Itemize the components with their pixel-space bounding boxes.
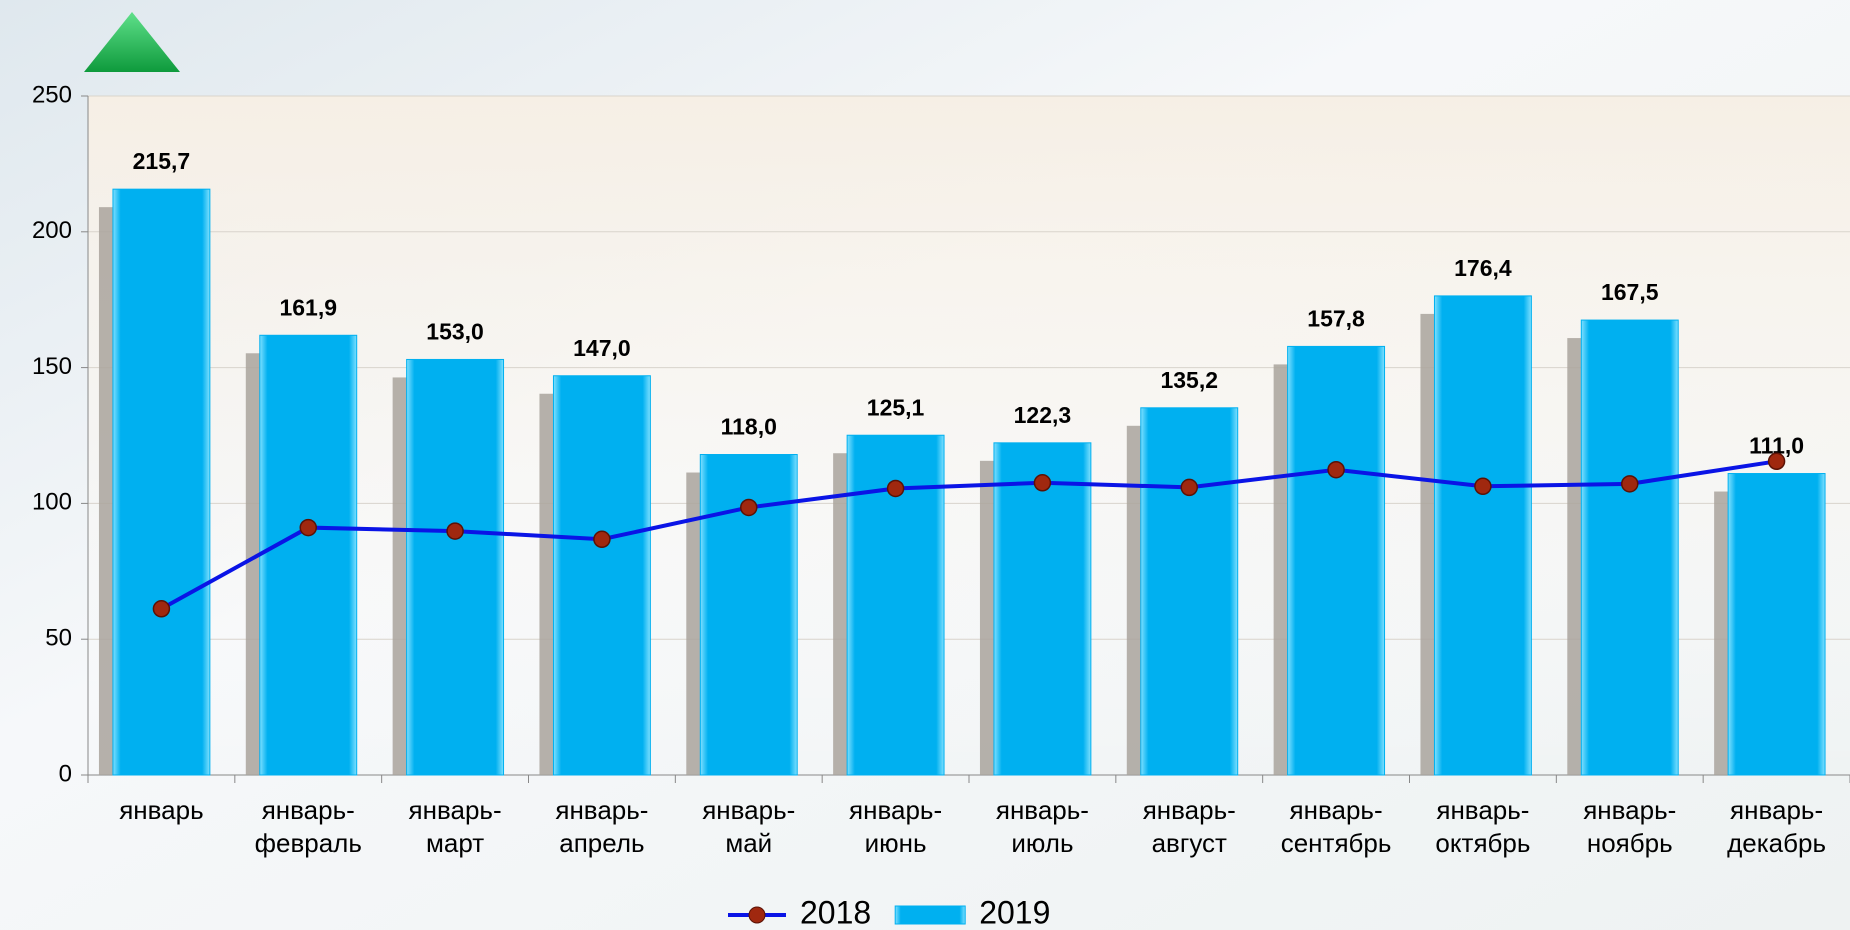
line-marker [447, 523, 463, 539]
x-tick-label: сентябрь [1281, 828, 1392, 858]
chart: 050100150200250январьянварь-февральянвар… [0, 0, 1850, 930]
line-marker [888, 480, 904, 496]
x-tick-label: январь- [1436, 795, 1529, 825]
bar [407, 359, 504, 775]
line-marker [1475, 478, 1491, 494]
y-tick-label: 50 [45, 625, 72, 652]
bar [113, 189, 210, 775]
bar [1581, 320, 1678, 775]
x-tick-label: ноябрь [1587, 828, 1673, 858]
x-tick-label: май [725, 828, 772, 858]
x-tick-label: декабрь [1727, 828, 1826, 858]
bar [1141, 408, 1238, 775]
line-marker [1181, 479, 1197, 495]
value-label: 167,5 [1601, 279, 1659, 305]
x-tick-label: январь- [555, 795, 648, 825]
bar [1434, 296, 1531, 775]
x-tick-label: январь [119, 795, 203, 825]
x-tick-label: март [426, 828, 484, 858]
x-tick-label: январь- [409, 795, 502, 825]
line-marker [1622, 476, 1638, 492]
line-marker [741, 499, 757, 515]
value-label: 157,8 [1307, 305, 1365, 331]
x-tick-label: январь- [1290, 795, 1383, 825]
x-tick-label: январь- [849, 795, 942, 825]
line-marker [1328, 462, 1344, 478]
y-tick-label: 250 [32, 81, 72, 108]
x-tick-label: апрель [559, 828, 644, 858]
x-tick-label: октябрь [1435, 828, 1530, 858]
legend-label: 2018 [800, 894, 871, 930]
value-label: 176,4 [1454, 255, 1512, 281]
line-marker [300, 520, 316, 536]
y-tick-label: 200 [32, 217, 72, 244]
value-label: 118,0 [721, 414, 777, 440]
bar [994, 443, 1091, 775]
x-tick-label: январь- [1730, 795, 1823, 825]
value-label: 125,1 [867, 394, 925, 420]
value-label: 122,3 [1014, 402, 1072, 428]
x-tick-label: январь- [1583, 795, 1676, 825]
line-marker [594, 531, 610, 547]
x-tick-label: февраль [255, 828, 362, 858]
y-tick-label: 100 [32, 489, 72, 516]
x-tick-label: январь- [262, 795, 355, 825]
value-label: 147,0 [573, 335, 631, 361]
bar [1728, 474, 1825, 775]
x-tick-label: январь- [996, 795, 1089, 825]
legend-marker [749, 907, 765, 923]
x-tick-label: январь- [1143, 795, 1236, 825]
bar [260, 335, 357, 775]
x-tick-label: июнь [865, 828, 927, 858]
line-marker [1034, 475, 1050, 491]
x-tick-label: январь- [702, 795, 795, 825]
value-label: 161,9 [279, 294, 337, 320]
value-label: 215,7 [133, 148, 191, 174]
x-tick-label: август [1152, 828, 1227, 858]
y-tick-label: 150 [32, 353, 72, 380]
y-tick-label: 0 [59, 760, 72, 787]
line-marker [153, 601, 169, 617]
bar [1288, 346, 1385, 775]
legend-swatch [895, 906, 965, 924]
value-label: 153,0 [426, 319, 484, 345]
legend-label: 2019 [979, 894, 1050, 930]
value-label: 135,2 [1160, 367, 1218, 393]
bar [553, 376, 650, 775]
x-tick-label: июль [1011, 828, 1073, 858]
line-marker [1769, 453, 1785, 469]
